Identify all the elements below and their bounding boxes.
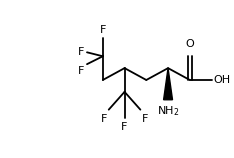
Text: F: F	[78, 47, 84, 57]
Text: F: F	[121, 122, 128, 133]
Text: F: F	[142, 114, 149, 124]
Text: F: F	[100, 24, 106, 34]
Text: O: O	[185, 39, 194, 49]
Text: F: F	[78, 66, 84, 76]
Text: NH$_2$: NH$_2$	[157, 104, 179, 118]
Polygon shape	[164, 68, 172, 100]
Text: OH: OH	[214, 75, 231, 85]
Text: F: F	[100, 114, 107, 124]
